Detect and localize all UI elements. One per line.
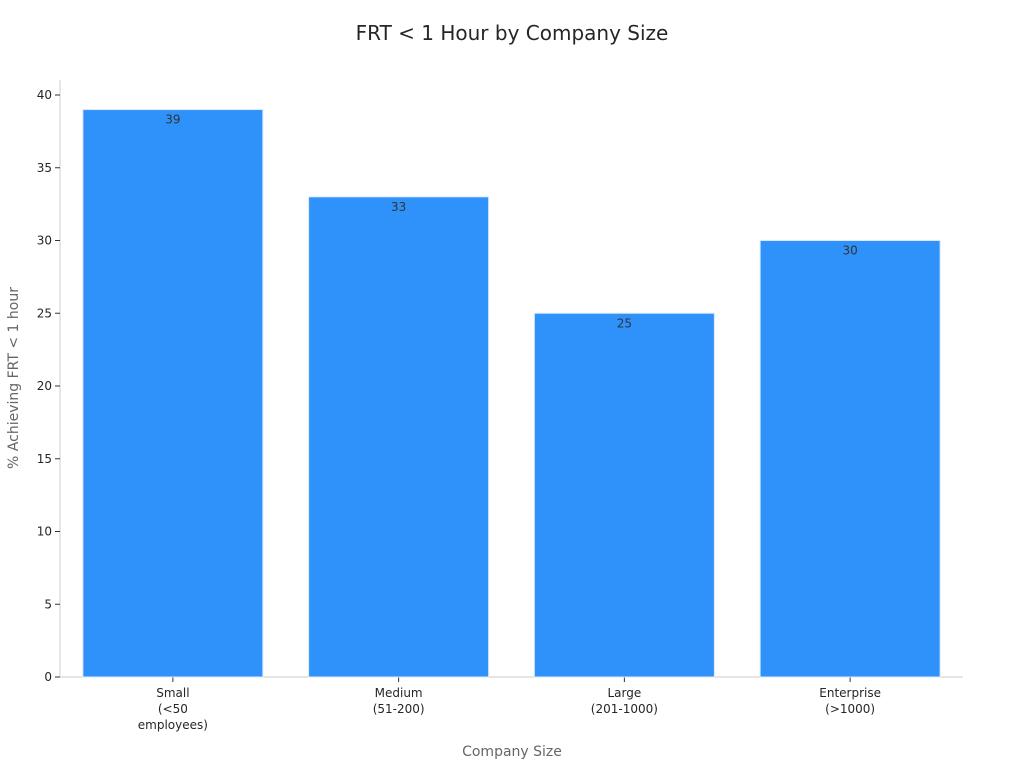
x-tick-label: Large (201-1000): [591, 686, 658, 716]
bars: 39 33 25 30: [82, 109, 941, 678]
bar: [759, 240, 941, 678]
x-tick-label-line: Medium: [375, 686, 423, 700]
x-axis-label: Company Size: [462, 744, 562, 760]
x-tick-label-line: Large: [607, 686, 641, 700]
x-tick-label-line: (51-200): [373, 702, 425, 716]
x-axis: Small (<50 employees) Medium (51-200) Large (2…: [60, 676, 963, 732]
bar: [308, 196, 490, 678]
chart-title: FRT < 1 Hour by Company Size: [356, 21, 669, 45]
y-tick-label: 30: [37, 234, 52, 248]
x-tick-label-line: (<50: [158, 702, 188, 716]
x-tick-label: Medium (51-200): [373, 686, 425, 716]
bar-data-label: 25: [617, 316, 632, 330]
bar: [82, 109, 264, 678]
y-tick-label: 35: [37, 161, 52, 175]
x-tick-label-line: (>1000): [825, 702, 875, 716]
x-tick-label-line: Small: [156, 686, 189, 700]
x-tick-label-line: (201-1000): [591, 702, 658, 716]
y-tick-label: 10: [37, 525, 52, 539]
y-tick-label: 40: [37, 88, 52, 102]
bar: [533, 312, 715, 678]
y-tick-label: 25: [37, 306, 52, 320]
bar-data-label: 30: [842, 244, 857, 258]
y-axis: 0 5 10 15 20 25 30 35 40: [37, 80, 61, 684]
y-tick-label: 15: [37, 452, 52, 466]
x-tick-label: Enterprise (>1000): [819, 686, 881, 716]
y-tick-label: 20: [37, 379, 52, 393]
x-tick-label-line: Enterprise: [819, 686, 881, 700]
y-tick-label: 0: [44, 670, 52, 684]
y-axis-label: % Achieving FRT < 1 hour: [6, 287, 22, 469]
bar-data-label: 33: [391, 200, 406, 214]
bar-data-label: 39: [165, 113, 180, 127]
y-tick-label: 5: [44, 597, 52, 611]
x-tick-label-line: employees): [138, 718, 208, 732]
x-tick-label: Small (<50 employees): [138, 686, 208, 732]
